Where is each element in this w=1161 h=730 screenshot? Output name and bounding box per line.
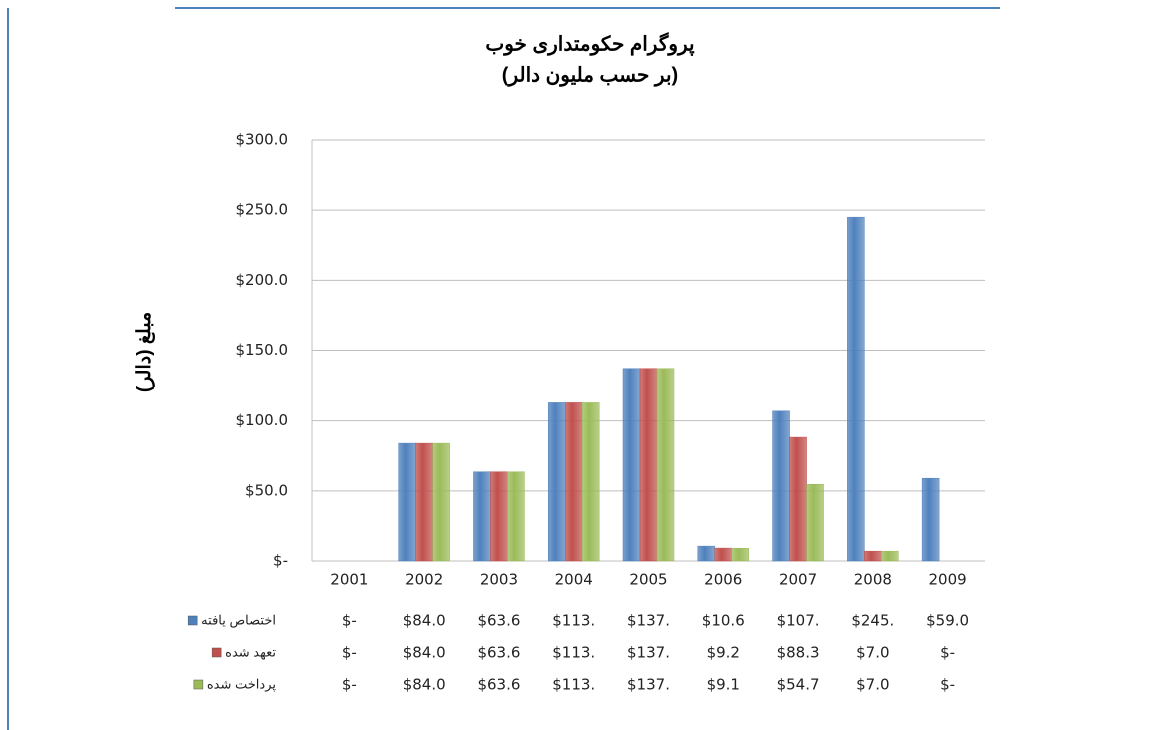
bar <box>714 547 733 562</box>
table-value: $9.2 <box>707 644 740 662</box>
legend-swatch <box>193 679 204 690</box>
x-tick-label: 2005 <box>629 571 667 589</box>
bar <box>789 436 807 562</box>
x-tick-label: 2008 <box>854 571 892 589</box>
bar <box>581 402 600 562</box>
table-value: $137. <box>627 644 670 662</box>
bar <box>415 442 433 562</box>
table-value: $84.0 <box>403 644 446 662</box>
table-value: $7.0 <box>856 676 889 694</box>
table-value: $59.0 <box>926 612 969 630</box>
bar <box>432 442 450 562</box>
table-value: $63.6 <box>477 676 520 694</box>
table-value: $113. <box>552 612 595 630</box>
table-value: $- <box>940 644 955 662</box>
y-tick-label: $50.0 <box>245 481 288 499</box>
bar <box>731 547 750 562</box>
table-value: $- <box>342 612 357 630</box>
bar <box>639 368 658 562</box>
y-tick-label: $100.0 <box>236 411 289 429</box>
y-tick-label: $250.0 <box>236 201 289 219</box>
table-value: $63.6 <box>477 612 520 630</box>
table-value: $- <box>342 644 357 662</box>
table-value: $137. <box>627 612 670 630</box>
legend-swatch <box>211 647 222 658</box>
table-value: $54.7 <box>777 676 820 694</box>
bar <box>622 368 641 562</box>
legend-label: پرداخت شده <box>207 676 277 692</box>
bar <box>864 550 882 562</box>
bar <box>847 216 865 562</box>
bar <box>564 402 583 562</box>
bar <box>921 477 940 562</box>
bar <box>473 471 491 562</box>
legend-label: اختصاص یافته <box>201 612 276 628</box>
y-tick-label: $200.0 <box>236 271 289 289</box>
x-tick-label: 2006 <box>704 571 742 589</box>
y-tick-label: $- <box>273 552 288 570</box>
bar <box>806 483 824 562</box>
bar <box>656 368 675 562</box>
table-value: $113. <box>552 644 595 662</box>
table-value: $107. <box>777 612 820 630</box>
y-tick-label: $150.0 <box>236 341 289 359</box>
bar <box>507 471 525 562</box>
table-value: $113. <box>552 676 595 694</box>
bar <box>547 402 566 562</box>
table-value: $- <box>342 676 357 694</box>
x-tick-label: 2004 <box>555 571 593 589</box>
table-value: $245. <box>851 612 894 630</box>
x-tick-label: 2003 <box>480 571 518 589</box>
table-value: $- <box>940 676 955 694</box>
table-value: $10.6 <box>702 612 745 630</box>
legend-label: تعهد شده <box>225 644 276 660</box>
x-tick-label: 2009 <box>929 571 967 589</box>
table-value: $9.1 <box>707 676 740 694</box>
x-tick-label: 2002 <box>405 571 443 589</box>
table-value: $88.3 <box>777 644 820 662</box>
bar <box>398 442 416 562</box>
x-tick-label: 2007 <box>779 571 817 589</box>
x-tick-label: 2001 <box>330 571 368 589</box>
chart-title: پروگرام حکومتداری خوب <box>485 31 695 56</box>
bar <box>881 550 899 562</box>
table-value: $137. <box>627 676 670 694</box>
table-value: $84.0 <box>403 612 446 630</box>
y-tick-label: $300.0 <box>236 131 289 149</box>
bar <box>772 410 790 562</box>
legend-swatch <box>187 615 198 626</box>
table-value: $7.0 <box>856 644 889 662</box>
table-value: $84.0 <box>403 676 446 694</box>
table-value: $63.6 <box>477 644 520 662</box>
chart-subtitle: (بر حسب ملیون دالر) <box>502 64 678 87</box>
bar <box>490 471 508 562</box>
bar <box>697 545 716 562</box>
y-axis-label: مبلغ (دالر) <box>134 312 155 392</box>
